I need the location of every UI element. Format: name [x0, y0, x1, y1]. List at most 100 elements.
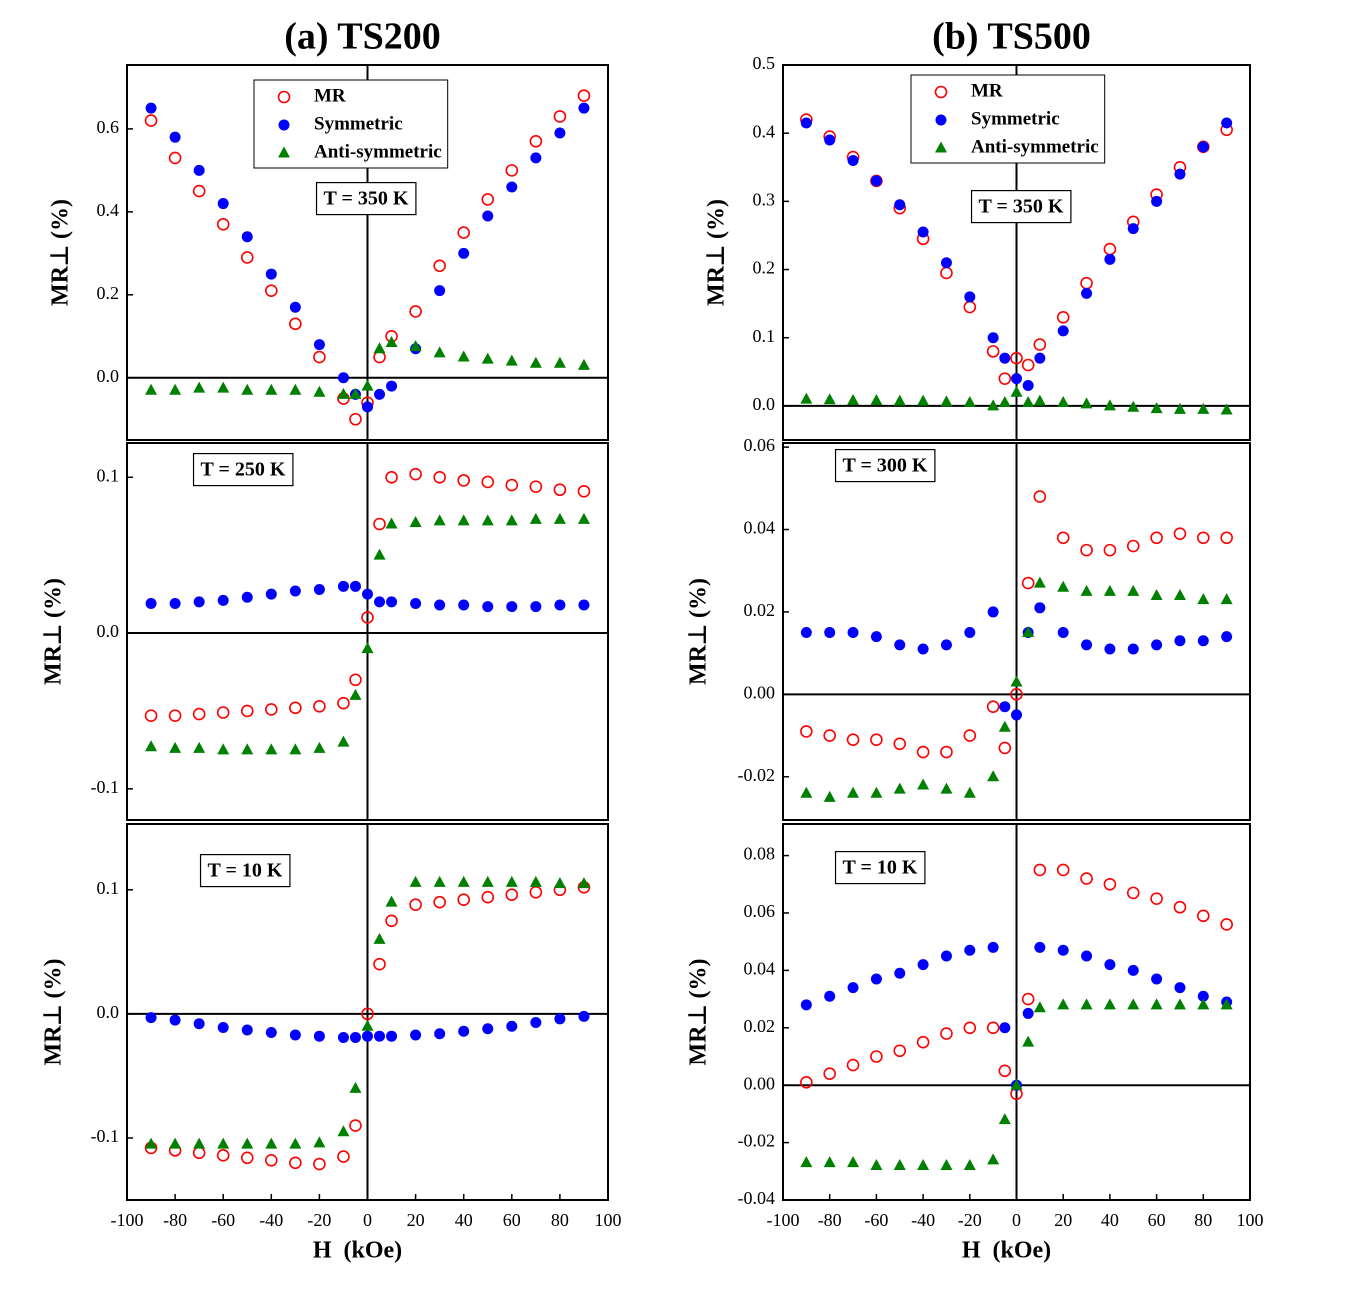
data-point	[265, 1137, 278, 1149]
y-tick-label: 0.2	[753, 258, 776, 278]
legend-label: Symmetric	[314, 113, 403, 134]
data-point	[847, 1156, 860, 1168]
data-point	[987, 1153, 1000, 1165]
data-point	[870, 733, 883, 746]
x-tick-label: 40	[1101, 1210, 1119, 1230]
data-point	[998, 1064, 1012, 1078]
data-point	[1021, 992, 1035, 1006]
data-point	[361, 1007, 374, 1021]
data-point	[362, 588, 373, 600]
data-point	[265, 383, 278, 395]
data-point	[1221, 631, 1233, 643]
data-point	[240, 1151, 254, 1165]
data-point	[823, 1156, 836, 1168]
legend-marker	[935, 114, 947, 126]
legend-marker	[278, 146, 290, 158]
annotation-box	[834, 850, 926, 885]
data-point	[824, 627, 836, 639]
data-point	[800, 392, 813, 404]
data-point	[386, 1030, 398, 1042]
data-point	[193, 164, 205, 176]
data-point	[1127, 998, 1140, 1010]
data-point	[823, 729, 837, 742]
data-point	[1197, 990, 1209, 1002]
data-point	[337, 580, 349, 592]
data-point	[1103, 584, 1116, 596]
data-point	[241, 1137, 254, 1149]
data-point	[963, 1021, 977, 1035]
data-point	[410, 597, 422, 609]
panel: -0.04 -0.02 0.00 0.02 0.04 0.06 0.08 -100 -80 -60…	[738, 823, 1264, 1230]
data-point	[964, 944, 976, 956]
data-point	[800, 725, 813, 738]
data-point	[409, 898, 422, 911]
data-point	[998, 1113, 1011, 1125]
data-point	[192, 1146, 206, 1160]
data-point	[217, 198, 229, 210]
data-point	[1021, 358, 1035, 372]
data-point	[1126, 886, 1140, 900]
panel-title: (b) TS500	[932, 16, 1091, 58]
data-point	[241, 1024, 253, 1036]
data-point	[870, 786, 883, 798]
y-tick-label: 0.1	[753, 326, 776, 346]
data-point	[1151, 195, 1163, 207]
data-point	[1033, 338, 1047, 351]
y-axis-label: MR⊥ (%)	[686, 959, 712, 1066]
data-point	[373, 548, 386, 560]
data-point	[216, 217, 230, 231]
data-point	[870, 973, 882, 985]
data-point	[386, 596, 398, 608]
data-point	[409, 875, 422, 887]
annotation: T = 10 K	[843, 857, 918, 879]
data-point	[823, 393, 836, 405]
data-point	[1197, 635, 1209, 647]
data-point	[337, 1031, 349, 1043]
data-point	[337, 735, 350, 747]
data-point	[987, 399, 1000, 411]
data-point	[1010, 385, 1023, 397]
data-point	[940, 950, 952, 962]
data-point	[506, 1020, 518, 1032]
data-point	[433, 875, 446, 887]
data-point	[1057, 580, 1070, 592]
data-point	[1103, 998, 1116, 1010]
data-point	[505, 875, 518, 887]
data-point	[1103, 877, 1117, 891]
x-tick-label: 80	[1194, 1210, 1212, 1230]
data-point	[240, 251, 254, 264]
y-tick-label: 0.02	[744, 1016, 776, 1036]
data-point	[553, 877, 566, 889]
data-point	[193, 596, 205, 608]
data-point	[289, 585, 301, 597]
y-tick-label: 0.0	[97, 366, 120, 386]
legend-label: Symmetric	[971, 108, 1060, 129]
data-point	[1174, 635, 1186, 647]
data-point	[1081, 639, 1093, 651]
data-point	[289, 301, 301, 313]
legend: MR Symmetric Anti-symmetric	[253, 79, 449, 169]
data-point	[1033, 490, 1047, 503]
data-point	[940, 1027, 953, 1040]
data-point	[169, 131, 181, 143]
data-point	[553, 512, 566, 524]
data-point	[529, 135, 543, 148]
data-point	[1173, 527, 1187, 540]
data-point	[1127, 584, 1140, 596]
data-point	[434, 1028, 446, 1040]
y-tick-label: 0.1	[97, 465, 120, 485]
data-point	[963, 729, 977, 742]
data-point	[289, 1029, 301, 1041]
data-point	[217, 1022, 229, 1034]
x-tick-label: -100	[767, 1210, 800, 1230]
data-point	[1104, 643, 1116, 655]
data-point	[986, 700, 1000, 713]
data-point	[1197, 909, 1210, 923]
y-tick-label: 0.02	[744, 600, 776, 620]
data-point	[963, 396, 976, 407]
legend-label: Anti-symmetric	[971, 136, 1099, 157]
data-point	[529, 875, 542, 887]
data-point	[193, 1137, 206, 1149]
annotation-box	[199, 853, 291, 888]
data-point	[1022, 1007, 1034, 1019]
